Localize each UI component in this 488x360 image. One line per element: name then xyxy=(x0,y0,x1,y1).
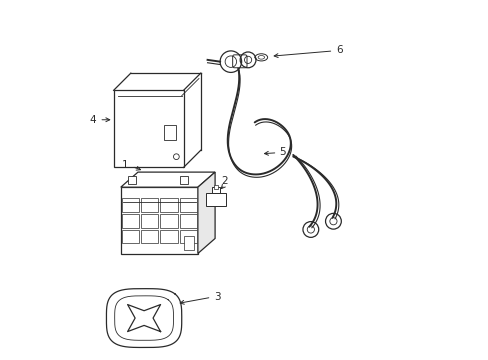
Text: 1: 1 xyxy=(121,159,128,170)
Bar xyxy=(213,185,218,189)
Bar xyxy=(121,187,198,253)
Bar xyxy=(179,198,196,212)
Bar xyxy=(141,230,158,243)
Bar xyxy=(160,198,177,212)
Text: 6: 6 xyxy=(335,45,342,55)
Bar xyxy=(122,198,139,212)
Bar xyxy=(205,193,225,206)
Polygon shape xyxy=(121,172,215,187)
Bar xyxy=(141,214,158,228)
Text: 3: 3 xyxy=(214,292,220,302)
Bar xyxy=(160,214,177,228)
Bar xyxy=(113,90,183,167)
FancyBboxPatch shape xyxy=(232,55,246,68)
Text: 5: 5 xyxy=(279,147,285,157)
Bar xyxy=(179,214,196,228)
Bar xyxy=(179,230,196,243)
Bar xyxy=(122,230,139,243)
Bar xyxy=(183,236,193,250)
Bar xyxy=(211,187,220,193)
Bar xyxy=(163,125,176,140)
Polygon shape xyxy=(198,172,215,253)
Bar xyxy=(141,198,158,212)
Text: 2: 2 xyxy=(221,176,227,186)
Text: 4: 4 xyxy=(89,115,96,125)
Bar xyxy=(160,230,177,243)
Bar xyxy=(122,214,139,228)
Bar xyxy=(128,176,136,184)
Bar xyxy=(180,176,187,184)
